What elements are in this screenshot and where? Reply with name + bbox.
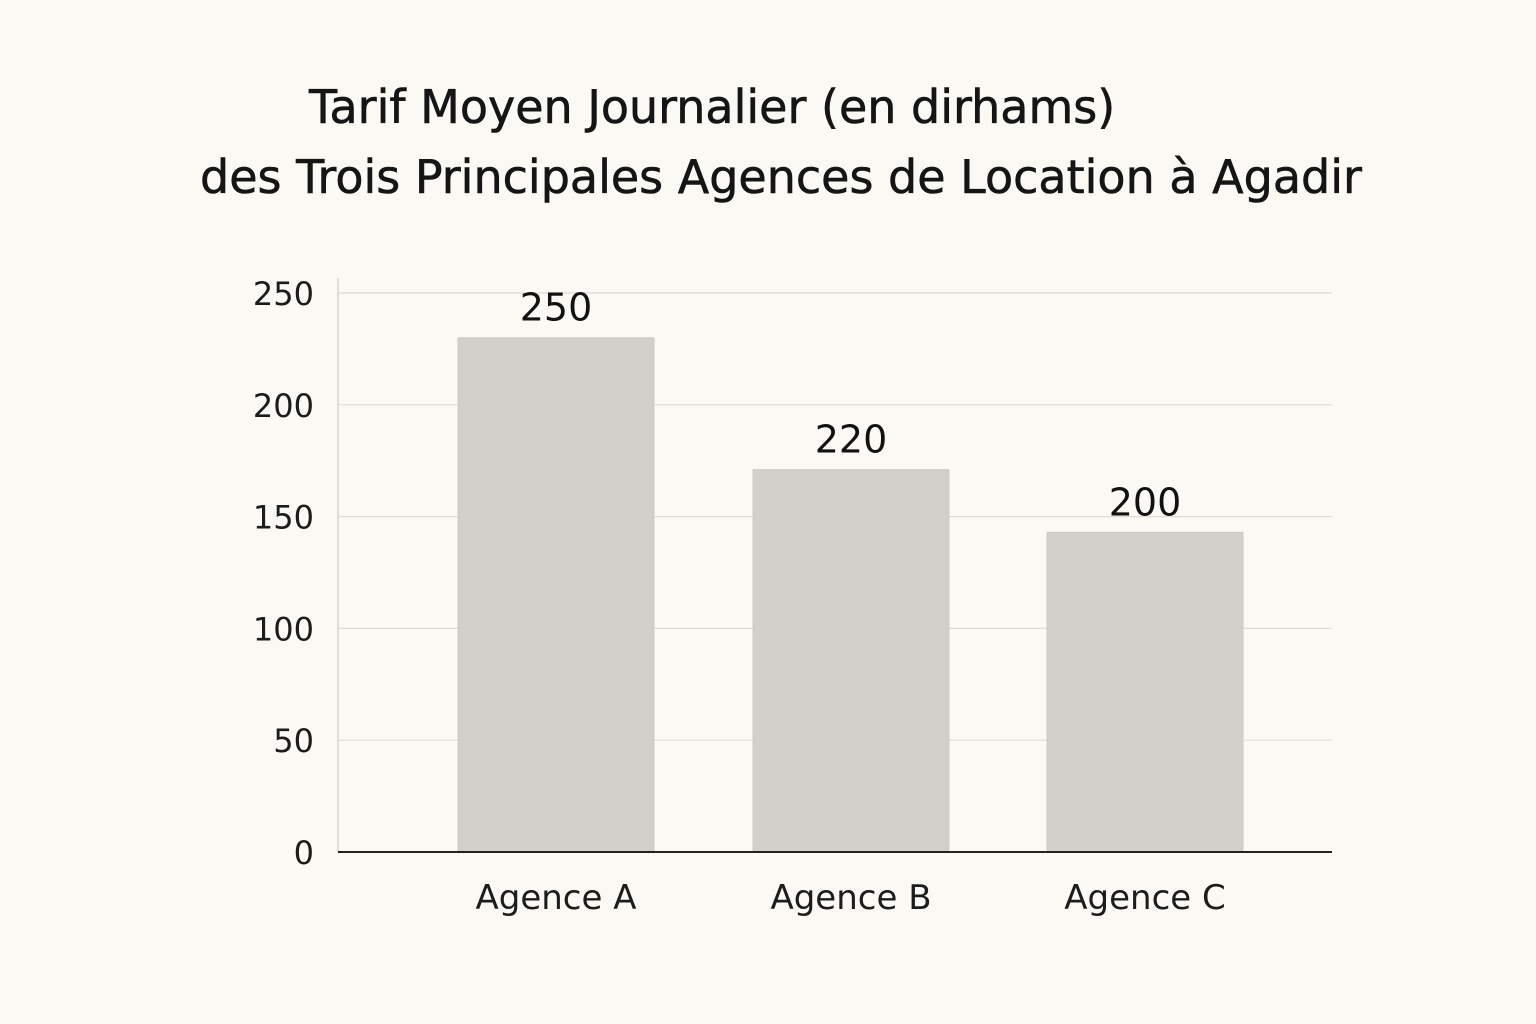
axes: 0 50 100 150 200 250 Agence A Agence B Agence C [253, 275, 1332, 918]
y-tick-label-250: 250 [253, 275, 314, 313]
bars [457, 337, 1244, 853]
labels: 250 220 200 [520, 286, 1182, 525]
y-tick-label-200: 200 [253, 387, 314, 425]
bar-agence-b [752, 469, 950, 853]
x-tick-label-agence-c: Agence C [1064, 878, 1225, 918]
y-tick-label-150: 150 [253, 499, 314, 537]
y-tick-label-100: 100 [253, 610, 314, 648]
data-label-agence-a: 250 [520, 286, 593, 330]
bar-agence-a [457, 337, 655, 853]
x-tick-label-agence-b: Agence B [770, 878, 931, 918]
y-tick-label-50: 50 [273, 722, 314, 760]
data-label-agence-c: 200 [1109, 480, 1182, 524]
y-tick-label-0: 0 [294, 834, 314, 872]
chart-title-line-2: des Trois Principales Agences de Locatio… [200, 150, 1363, 204]
x-tick-label-agence-a: Agence A [476, 878, 637, 918]
data-label-agence-b: 220 [815, 418, 888, 462]
bar-agence-c [1046, 531, 1244, 853]
chart-title-line-1: Tarif Moyen Journalier (en dirhams) [309, 80, 1116, 134]
